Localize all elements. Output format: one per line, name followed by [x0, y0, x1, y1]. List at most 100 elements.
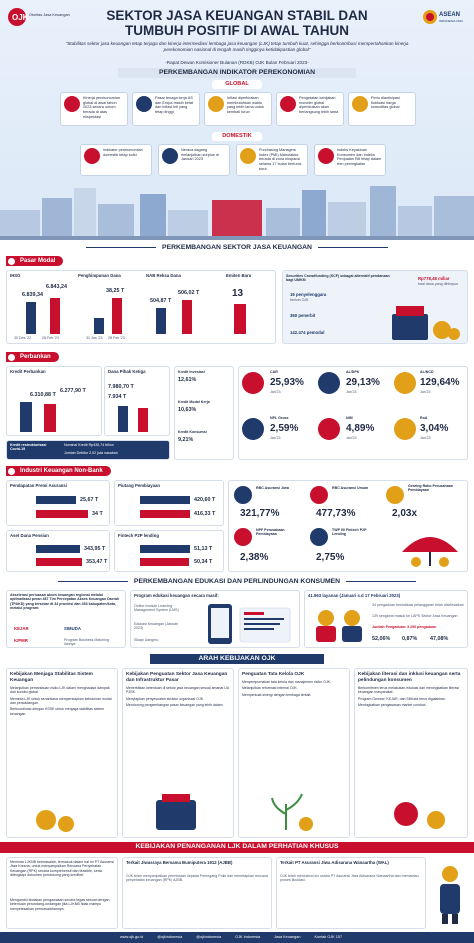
layanan-pct: 0,87%	[402, 636, 418, 642]
ratio-value: 29,13%	[346, 377, 380, 388]
coins-illustration	[392, 306, 460, 340]
call-center-illustration	[316, 610, 362, 642]
kebijakan-column-title: Kebijakan literasi dan inklusi keuangan …	[358, 672, 461, 683]
svg-text:INDONESIA 2023: INDONESIA 2023	[439, 19, 463, 23]
dana-date-2: 28 Feb '23	[108, 336, 125, 340]
ihsg-bar-1	[26, 302, 36, 334]
al-dpk-icon	[318, 372, 340, 394]
growth-value: 12,61%	[178, 377, 197, 383]
footer-website-link[interactable]: www.ojk.go.id	[120, 935, 144, 939]
ratio-period: Jan'23	[420, 436, 431, 440]
ratio-value: 3,04%	[420, 423, 449, 434]
edukasi-item: Sikapi Uangmu	[134, 638, 159, 642]
restruk-label: Kredit restrukturisasi Covid-19	[10, 443, 47, 452]
footer-youtube-link[interactable]: OJK Indonesia	[235, 935, 261, 939]
scf-penyelenggara: 16 penyelenggara	[290, 292, 327, 297]
footer-facebook-link[interactable]: Jasa Keuangan	[274, 935, 301, 939]
piutang-bar-1	[140, 496, 190, 504]
svg-text:Otoritas Jasa Keuangan: Otoritas Jasa Keuangan	[29, 13, 70, 17]
domestic-item: Indikator perekonomian domestik tetap so…	[80, 144, 152, 176]
aset-bar-2	[36, 558, 82, 566]
piutang-bar-2	[140, 510, 190, 518]
ratio-label: NPL Gross	[270, 416, 289, 420]
svg-text:ASEAN: ASEAN	[439, 12, 460, 18]
restruk-card	[6, 440, 170, 460]
iknb-ratio-label: NPF Perusahaan Pembiayaan	[256, 528, 285, 537]
pill-icon	[8, 467, 15, 475]
footer-instagram-link[interactable]: @ojkindonesia	[157, 935, 183, 939]
kebijakan-item: Program Gemesi, KEJAR, dan SiMuda terus …	[358, 696, 446, 701]
scf-title: Securities Crowdfunding (SCF) sebagai al…	[286, 274, 390, 283]
dana-bar-1	[94, 318, 104, 334]
scf-penerbit: 360 penerbit	[290, 313, 316, 318]
penanganan-intro-2: Mengambil tindakan pengawasan secara teg…	[10, 898, 110, 911]
case-card	[276, 857, 426, 929]
footer-twitter-link[interactable]: @ojkindonesia	[196, 935, 222, 939]
npf-icon	[234, 528, 252, 546]
kebijakan-item: Meminta LJK untuk senantiasa mempersiapk…	[10, 696, 112, 706]
case-text: OJK telah menyampaikan permintaan kepada…	[126, 874, 268, 883]
iknb-ratio-value: 2,03x	[392, 508, 418, 519]
ojk-logo: OJK Otoritas Jasa Keuangan	[8, 8, 70, 26]
ihsg-value-1: 6.839,34	[22, 292, 43, 298]
roa-icon	[394, 418, 416, 440]
program-kejar: KEJAR	[14, 626, 29, 631]
growth-label: Kredit Modal Kerja	[178, 400, 210, 404]
asean-logo: ASEAN INDONESIA 2023	[423, 10, 463, 24]
edukasi-item: Edukasi Keuangan (Januari 2023)	[134, 622, 179, 631]
kebijakan-item: Berkomitmen terus melakukan edukasi dan …	[358, 685, 459, 695]
growth-card	[174, 366, 234, 460]
nim-icon	[318, 418, 340, 440]
ratio-label: NIM	[346, 416, 353, 420]
footer-contact-link[interactable]: Kontak OJK 157	[314, 935, 343, 939]
edukasi-item: Online module Learning Management System…	[134, 604, 179, 613]
quote-source: -Rapat Dewan Komisioner Bulanan (RDKB) O…	[165, 60, 309, 65]
iknb-ratio-value: 2,75%	[316, 552, 345, 563]
page-title: SEKTOR JASA KEUANGAN STABIL DAN TUMBUH P…	[90, 8, 384, 38]
ship-icon	[162, 148, 178, 164]
scf-total: Rp778,48 miliar	[418, 276, 450, 281]
edukasi-title: PERKEMBANGAN EDUKASI DAN PERLINDUNGAN KO…	[0, 578, 474, 586]
layanan-stat: 139 sengketa masuk ke LAPS Sektor Jasa K…	[372, 614, 458, 618]
akselerasi-text: Akselerasi perluasan akses keuangan regi…	[10, 593, 120, 611]
dana-label: Penghimpunan Dana	[78, 273, 121, 278]
kebijakan-item: Melanjutkan reformasi internal OJK.	[242, 686, 298, 691]
iknb-ratio-value: 477,73%	[316, 508, 356, 519]
piutang-label: Piutang Pembiayaan	[118, 483, 161, 488]
layanan-title: 41.963 layanan (Januari s.d 17 Februari …	[308, 593, 401, 598]
workers-icon	[136, 96, 152, 112]
program-business-matching: Program Business Matching lainnya	[64, 638, 109, 647]
ratio-value: 129,64%	[420, 377, 460, 388]
pill-icon	[8, 257, 15, 265]
person-illustration	[440, 866, 460, 924]
dpk-value-1: 7.980,70 T	[108, 384, 134, 390]
ratio-label: AL/DPK	[346, 370, 360, 374]
kebijakan-item: Menyiapkan penyesuaian struktur organisa…	[126, 696, 205, 701]
nab-bar-2	[182, 300, 192, 334]
sektor-title: PERKEMBANGAN SEKTOR JASA KEUANGAN	[0, 244, 474, 252]
dpk-card	[104, 366, 170, 436]
emiten-value: 13	[232, 288, 244, 299]
city-skyline-illustration	[0, 186, 474, 240]
penanganan-intro-card	[6, 857, 118, 929]
case-title: Terkait PT Asuransi Jiwa Adisarana Wanaa…	[280, 860, 389, 865]
kebijakan-item: Menerbitkan ketentuan di sektor jasa keu…	[126, 685, 230, 695]
layanan-pct: 52,06%	[372, 636, 391, 642]
aset-value-1: 343,95 T	[84, 546, 106, 552]
ratio-value: 4,89%	[346, 423, 375, 434]
kebijakan-item: Melanjutkan pemantauan risiko LJK dalam …	[10, 685, 110, 695]
ratio-label: AL/NCD	[420, 370, 434, 374]
global-item: Kinerja perekonomian global di awal tahu…	[60, 92, 128, 126]
case-card	[122, 857, 272, 929]
rbc-jiwa-icon	[234, 486, 252, 504]
nab-value-2: 506,02 T	[178, 290, 200, 296]
dpk-bar-1	[118, 406, 128, 432]
kebijakan-column-title: Kebijakan Penguatan Sektor Jasa Keuangan…	[126, 672, 228, 683]
ratio-period: Jan'23	[346, 436, 357, 440]
domestic-label: DOMESTIK	[212, 132, 262, 141]
cart-icon	[318, 148, 334, 164]
aset-bar-1	[36, 545, 80, 553]
global-label: GLOBAL	[212, 80, 262, 89]
restruk-nominal: Nominal Kredit Rp435,74 triliun	[64, 443, 114, 447]
